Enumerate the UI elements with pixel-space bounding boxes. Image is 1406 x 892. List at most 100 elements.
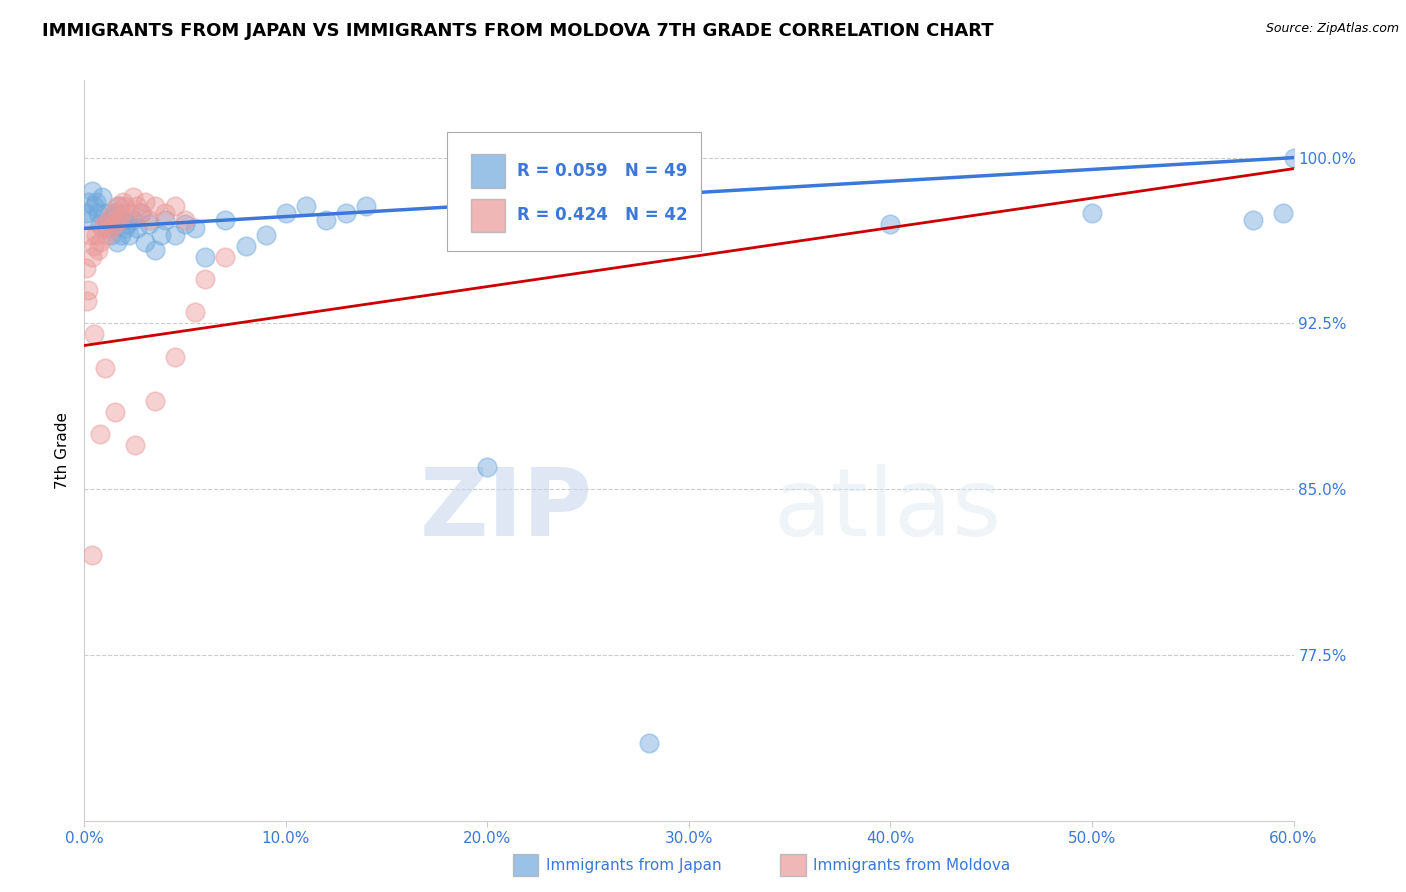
Point [86, 227, 108, 242]
FancyBboxPatch shape [447, 132, 702, 251]
Point [115, 217, 138, 231]
Text: Immigrants from Japan: Immigrants from Japan [546, 858, 721, 872]
Point [235, 239, 257, 253]
Text: Immigrants from Moldova: Immigrants from Moldova [813, 858, 1010, 872]
Point [118, 227, 141, 242]
Point [101, 206, 124, 220]
Point [134, 194, 156, 209]
Point [79, 227, 101, 242]
Point [82, 549, 104, 563]
Text: atlas: atlas [773, 464, 1002, 556]
Point [134, 235, 156, 249]
Point [315, 212, 337, 227]
Point [83, 239, 105, 253]
Point [77, 194, 100, 209]
Point [138, 217, 160, 231]
Point [165, 199, 187, 213]
Point [89, 217, 111, 231]
Point [879, 217, 901, 231]
Bar [471, 199, 505, 232]
Point [1282, 151, 1305, 165]
Text: ZIP: ZIP [419, 464, 592, 556]
Point [100, 227, 122, 242]
Point [143, 199, 166, 213]
Point [214, 212, 236, 227]
Point [1081, 206, 1104, 220]
Point [124, 438, 146, 452]
Point [1272, 206, 1295, 220]
Point [89, 235, 111, 249]
Point [101, 217, 124, 231]
Point [254, 227, 277, 242]
Point [96, 227, 118, 242]
Point [356, 199, 378, 213]
Point [93, 360, 115, 375]
Point [274, 206, 297, 220]
Point [93, 206, 115, 220]
Text: R = 0.424   N = 42: R = 0.424 N = 42 [517, 206, 688, 224]
Point [110, 206, 132, 220]
Point [184, 305, 207, 319]
Point [87, 206, 110, 220]
Point [174, 217, 197, 231]
Point [83, 199, 105, 213]
Point [96, 221, 118, 235]
Point [114, 199, 136, 213]
Point [87, 244, 110, 258]
Point [637, 736, 659, 750]
Point [104, 405, 127, 419]
Point [82, 250, 104, 264]
Point [110, 227, 132, 242]
Point [89, 426, 111, 441]
Point [125, 221, 148, 235]
Point [100, 221, 122, 235]
Text: Source: ZipAtlas.com: Source: ZipAtlas.com [1265, 22, 1399, 36]
Point [114, 221, 136, 235]
Y-axis label: 7th Grade: 7th Grade [55, 412, 70, 489]
Text: R = 0.059   N = 49: R = 0.059 N = 49 [517, 161, 688, 179]
Point [153, 212, 176, 227]
Point [111, 212, 134, 227]
Point [97, 212, 120, 227]
Point [477, 460, 499, 475]
Point [165, 227, 187, 242]
Point [107, 212, 129, 227]
Point [149, 227, 172, 242]
Point [118, 206, 141, 220]
Point [129, 206, 152, 220]
Text: IMMIGRANTS FROM JAPAN VS IMMIGRANTS FROM MOLDOVA 7TH GRADE CORRELATION CHART: IMMIGRANTS FROM JAPAN VS IMMIGRANTS FROM… [42, 22, 994, 40]
Point [82, 184, 104, 198]
Point [76, 294, 98, 309]
Point [1241, 212, 1264, 227]
Point [83, 327, 105, 342]
Point [184, 221, 207, 235]
Point [121, 212, 143, 227]
Point [79, 212, 101, 227]
Point [77, 283, 100, 297]
Point [105, 199, 128, 213]
Point [93, 217, 115, 231]
Point [105, 235, 128, 249]
Point [125, 199, 148, 213]
Point [143, 244, 166, 258]
Point [138, 212, 160, 227]
Point [91, 190, 114, 204]
Point [194, 250, 217, 264]
Point [174, 212, 197, 227]
Point [91, 221, 114, 235]
Point [295, 199, 318, 213]
Point [111, 194, 134, 209]
Point [75, 261, 97, 276]
Point [104, 217, 127, 231]
Point [143, 393, 166, 408]
Point [121, 190, 143, 204]
Point [75, 206, 97, 220]
Point [107, 199, 129, 213]
Point [104, 206, 127, 220]
Point [194, 272, 217, 286]
Point [129, 206, 152, 220]
Point [86, 194, 108, 209]
Point [335, 206, 357, 220]
Point [165, 350, 187, 364]
Point [153, 206, 176, 220]
